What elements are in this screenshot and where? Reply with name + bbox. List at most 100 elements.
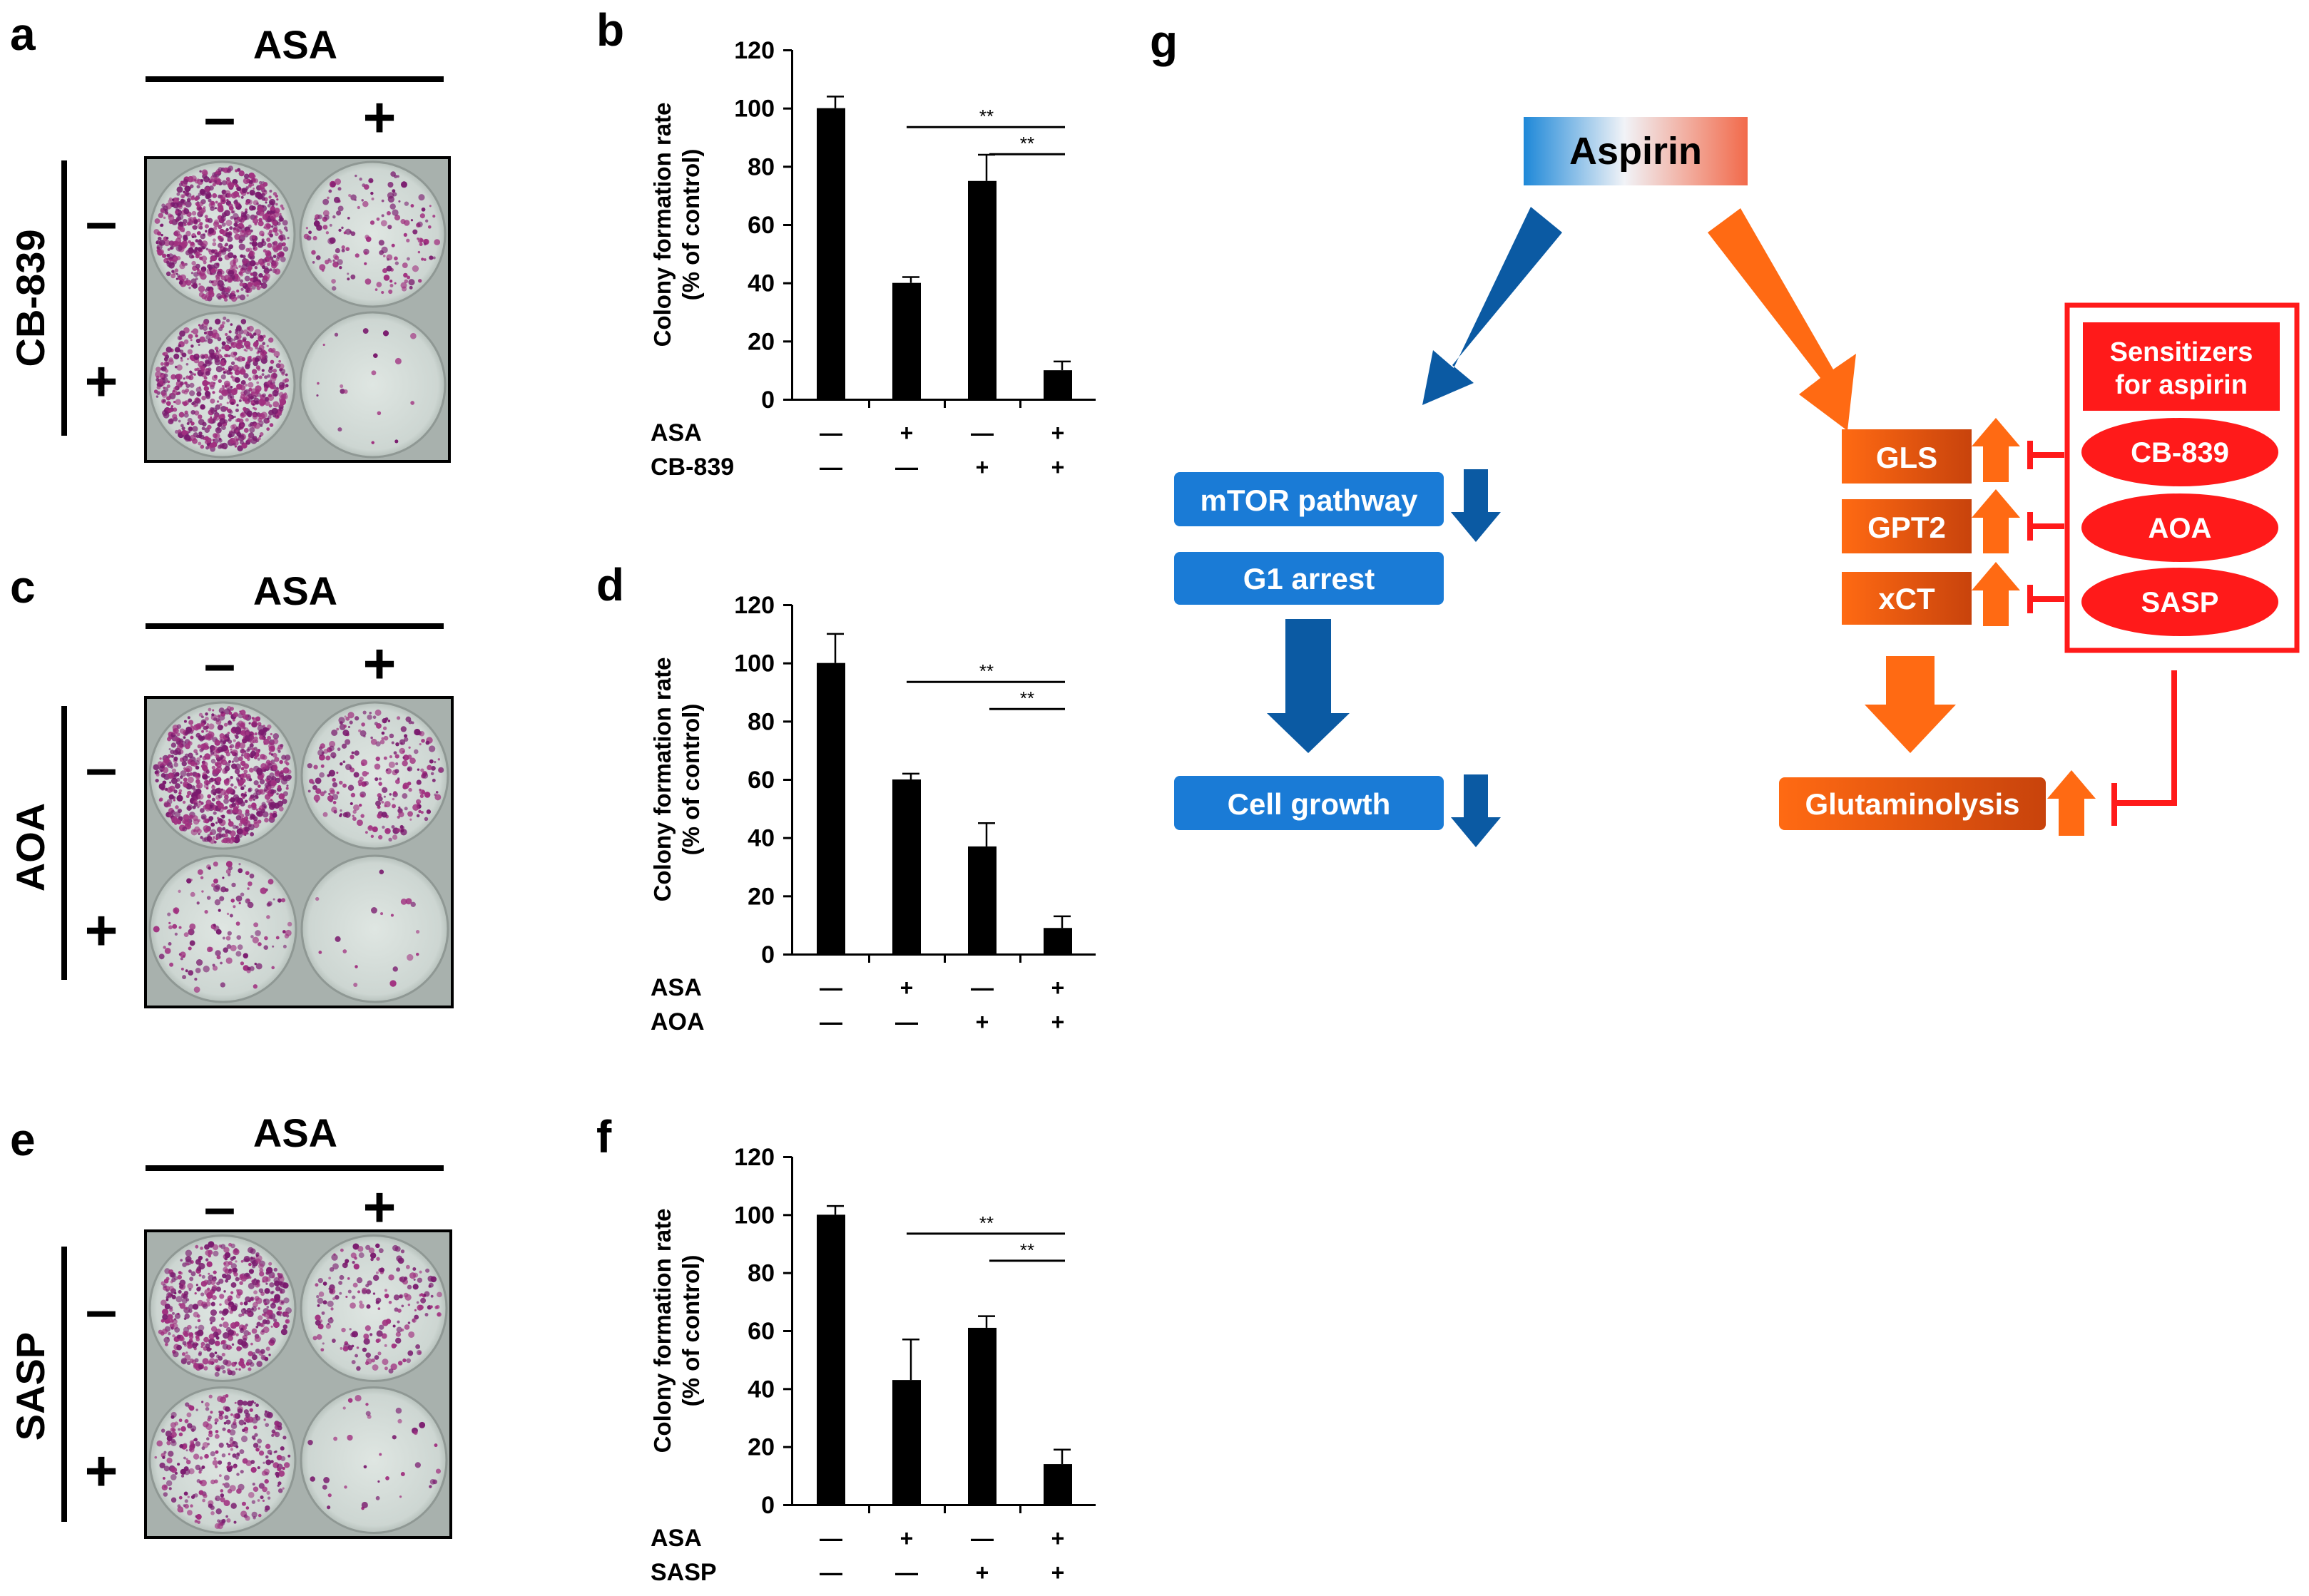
y-tick-label: 120: [734, 592, 775, 619]
aspirin-label: Aspirin: [1569, 130, 1702, 173]
gpt2-box: [1842, 499, 1972, 553]
mtor-label: mTOR pathway: [1201, 484, 1419, 517]
row-sign: —: [895, 1560, 918, 1585]
colonies: [153, 861, 292, 993]
mtor-box: [1174, 472, 1444, 526]
well: [148, 1386, 297, 1534]
up-arrow-icon: [1972, 489, 2020, 553]
y-tick: [783, 1272, 792, 1274]
x-tick: [868, 1505, 870, 1513]
colonies: [312, 1243, 442, 1374]
y-axis-label: Colony formation rate: [649, 1209, 676, 1453]
minus-sign: –: [204, 632, 236, 695]
y-tick-label: 0: [761, 1492, 775, 1519]
row-label: ASA: [651, 974, 702, 1001]
row-sign: —: [820, 975, 842, 1001]
y-tick: [783, 107, 792, 110]
y-tick: [783, 953, 792, 956]
sensitizers-title-line2: for aspirin: [2115, 370, 2248, 400]
panel-a: a ASA – + CB-839 – +: [8, 9, 451, 463]
bar: [817, 1214, 845, 1505]
up-arrow-icon: [1972, 418, 2020, 482]
y-tick: [783, 399, 792, 401]
well: [300, 1234, 448, 1382]
panel-letter-e: e: [10, 1114, 36, 1165]
sensitizers-title-box: [2083, 322, 2280, 411]
y-axis-label: (% of control): [678, 149, 704, 301]
minus-sign: –: [86, 736, 118, 799]
panel-letter-c: c: [10, 561, 36, 613]
colonies: [153, 316, 290, 452]
y-tick: [783, 1504, 792, 1506]
y-tick-label: 20: [748, 883, 775, 910]
side-bar: [61, 160, 67, 436]
plus-sign: +: [85, 899, 118, 962]
row-sign: +: [900, 975, 914, 1001]
y-tick: [783, 165, 792, 168]
significance-mark: **: [979, 1212, 994, 1234]
x-tick: [944, 954, 946, 963]
colonies: [316, 328, 417, 444]
y-tick-label: 40: [748, 1376, 775, 1403]
y-tick: [783, 1156, 792, 1158]
significance-mark: **: [1020, 133, 1034, 154]
y-tick: [783, 1214, 792, 1217]
row-sign: +: [1051, 420, 1065, 446]
up-arrow-icon: [1972, 562, 2020, 626]
row-sign: +: [1051, 1009, 1065, 1035]
colonies: [315, 869, 420, 987]
colony-plate: [144, 1229, 452, 1539]
aspirin-box: [1524, 117, 1748, 185]
row-sign: —: [971, 1525, 994, 1551]
colonies: [153, 165, 290, 302]
inhibit-icon: [2111, 670, 2177, 826]
y-tick-label: 80: [748, 708, 775, 735]
y-axis: [791, 1157, 793, 1505]
row-sign: —: [971, 420, 994, 446]
row-sign: +: [976, 1560, 989, 1585]
xct-box: [1842, 572, 1972, 625]
glutaminolysis-label: Glutaminolysis: [1805, 787, 2019, 821]
panel-g: g Aspirin mTOR pathway G1 arrest Cell gr…: [1150, 16, 2300, 847]
row-sign: —: [820, 1009, 842, 1035]
colonies: [154, 1393, 291, 1530]
row-sign: —: [971, 975, 994, 1001]
aoa-ellipse: [2081, 493, 2278, 562]
sasp-ellipse: [2081, 568, 2278, 636]
bar: [817, 663, 845, 954]
row-sign: +: [900, 420, 914, 446]
y-tick: [783, 720, 792, 723]
minus-sign: –: [204, 86, 236, 149]
y-tick-label: 20: [748, 1434, 775, 1461]
asa-label: ASA: [253, 1110, 337, 1155]
y-tick: [783, 1446, 792, 1448]
y-tick: [783, 224, 792, 226]
y-tick-label: 0: [761, 941, 775, 968]
y-tick: [783, 779, 792, 781]
row-label: SASP: [651, 1559, 717, 1586]
y-tick: [783, 895, 792, 898]
side-bar: [61, 706, 67, 980]
side-label: AOA: [8, 803, 53, 891]
asa-bar: [146, 76, 444, 82]
y-tick-label: 80: [748, 153, 775, 180]
x-axis: [791, 953, 1096, 956]
bar: [968, 1327, 997, 1505]
minus-sign: –: [86, 190, 118, 253]
y-axis-label: Colony formation rate: [649, 103, 676, 347]
asa-bar: [146, 1165, 444, 1171]
y-tick-label: 60: [748, 767, 775, 794]
down-arrow-icon: [1451, 774, 1501, 847]
x-tick: [944, 399, 946, 408]
side-label: CB-839: [8, 230, 53, 367]
y-axis-label: (% of control): [678, 704, 704, 856]
g1-arrest-label: G1 arrest: [1243, 562, 1375, 595]
down-arrow-icon: [1451, 469, 1501, 542]
asa-label: ASA: [253, 22, 337, 67]
row-sign: —: [820, 1560, 842, 1585]
y-tick-label: 100: [734, 650, 775, 677]
y-tick-label: 60: [748, 212, 775, 239]
y-tick-label: 80: [748, 1260, 775, 1287]
aoa-label: AOA: [2149, 513, 2212, 544]
up-arrow-icon: [2047, 770, 2096, 836]
